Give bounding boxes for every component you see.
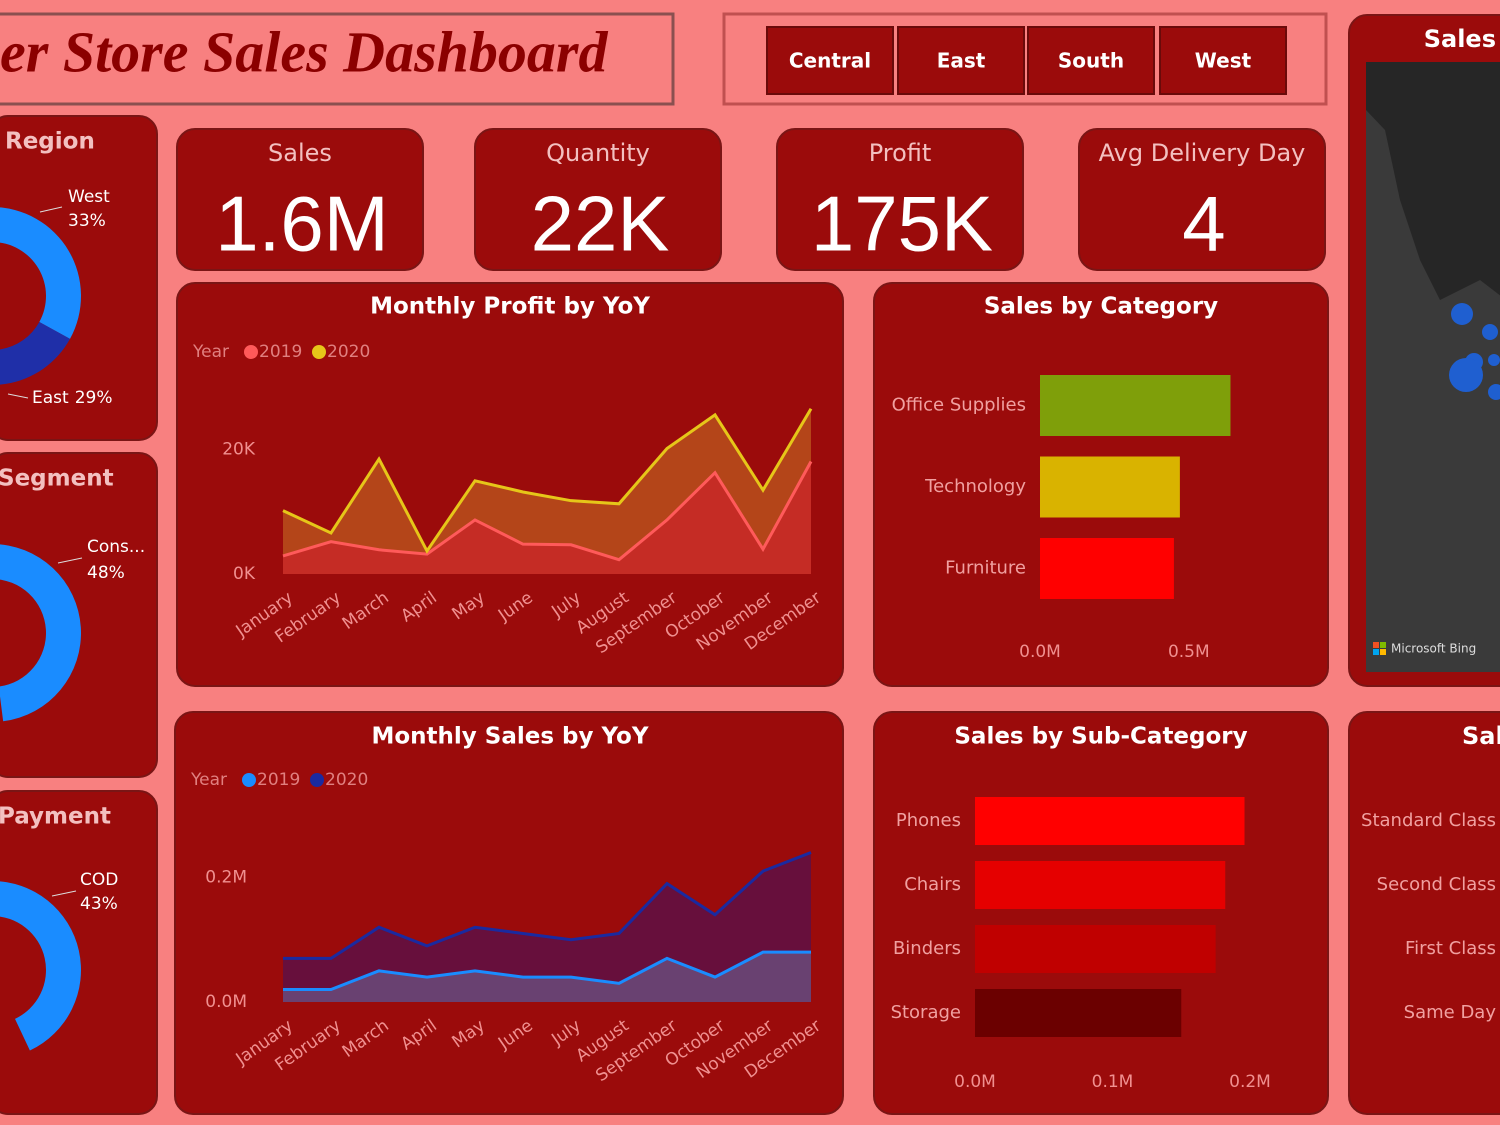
bar: [975, 989, 1182, 1037]
panel-title: Sales by Sub-Category: [954, 724, 1247, 750]
donut-slice: [0, 207, 81, 339]
map-title: Sales: [1424, 25, 1496, 53]
leader-line: [39, 206, 63, 213]
legend-marker: [244, 345, 258, 359]
y-tick-label: Second Class: [1377, 874, 1496, 895]
panel-title: Sales by Category: [984, 294, 1218, 320]
y-tick-label: Office Supplies: [892, 395, 1026, 416]
y-tick-label: Same Day: [1404, 1002, 1497, 1023]
bar: [1040, 456, 1180, 518]
y-tick-label: 0.2M: [205, 867, 247, 887]
panel-title: Payment: [0, 804, 111, 830]
y-tick-label: Chairs: [904, 874, 961, 895]
bing-logo: [1373, 642, 1386, 655]
legend-label: 2019: [259, 342, 302, 362]
slice-label: COD: [80, 870, 118, 890]
kpi-value: 4: [1182, 180, 1225, 268]
legend-label: 2020: [325, 770, 368, 790]
kpi-title: Sales: [268, 139, 332, 167]
legend-title: Year: [190, 770, 227, 790]
map-attribution: Microsoft Bing: [1391, 642, 1476, 656]
line: [282, 460, 813, 562]
kpi-title: Quantity: [546, 139, 650, 167]
y-tick-label: First Class: [1405, 938, 1496, 959]
y-tick-label: Furniture: [945, 558, 1026, 579]
subcategory-panel: [873, 711, 1329, 1115]
slicer-label[interactable]: East: [937, 49, 986, 73]
map-bubbles: [1449, 303, 1500, 400]
leader-line: [57, 557, 83, 564]
y-tick-label: 0K: [233, 564, 256, 584]
y-tick-label: Binders: [893, 938, 961, 959]
bar: [1040, 375, 1231, 436]
legend-marker: [242, 773, 256, 787]
slicer-label[interactable]: Central: [789, 49, 871, 73]
slicer-label[interactable]: South: [1058, 49, 1124, 73]
bar: [1040, 538, 1174, 599]
kpi-card: [776, 128, 1024, 271]
panel-title: Monthly Profit by YoY: [370, 294, 650, 320]
leader-line: [7, 393, 29, 399]
sales-panel: [174, 711, 844, 1115]
y-tick-label: Standard Class: [1361, 810, 1496, 831]
line: [283, 851, 812, 960]
y-tick-label: 20K: [222, 440, 256, 460]
kpi-card: [474, 128, 722, 271]
leader-line: [51, 890, 77, 897]
y-tick-label: 0.0M: [205, 992, 247, 1012]
kpi-card: [176, 128, 424, 271]
legend-marker: [312, 345, 326, 359]
shipmode-title: Sal: [1462, 722, 1500, 750]
slicer-button[interactable]: [1027, 26, 1155, 95]
x-tick-label: 0.0M: [1019, 642, 1061, 662]
slicer-button[interactable]: [897, 26, 1025, 95]
bar: [975, 925, 1216, 973]
x-tick-label: 0.5M: [1168, 642, 1210, 662]
area: [283, 461, 811, 574]
kpi-value: 22K: [531, 180, 670, 268]
shipmode-panel: [1348, 711, 1500, 1115]
legend-label: 2019: [257, 770, 300, 790]
y-tick-label: Technology: [924, 476, 1026, 497]
slice-value: 29%: [75, 388, 113, 408]
legend-label: 2020: [327, 342, 370, 362]
donut-slice: [0, 881, 82, 1051]
slice-value: 33%: [68, 211, 106, 231]
line: [282, 407, 813, 554]
kpi-value: 175K: [811, 180, 993, 268]
slice-value: 48%: [87, 563, 125, 583]
slice-value: 43%: [80, 894, 118, 914]
x-tick-label: 0.1M: [1092, 1072, 1134, 1092]
kpi-value: 1.6M: [215, 180, 388, 268]
x-tick-label: 0.2M: [1229, 1072, 1271, 1092]
panel-title: Segment: [0, 466, 114, 492]
x-tick-label: 0.0M: [954, 1072, 996, 1092]
y-tick-label: Storage: [891, 1002, 961, 1023]
profit-panel: [176, 282, 844, 687]
slicer-button[interactable]: [1159, 26, 1287, 95]
bar: [975, 797, 1245, 845]
donut-slice: [0, 322, 70, 385]
bar: [975, 861, 1226, 909]
kpi-title: Profit: [869, 139, 932, 167]
slicer-button[interactable]: [766, 26, 894, 95]
slice-label: Cons...: [87, 537, 145, 557]
title-box: [0, 12, 675, 106]
slice-label: East: [32, 388, 69, 408]
dashboard-title: er Store Sales Dashboard: [0, 19, 608, 84]
slice-label: West: [68, 187, 110, 207]
panel-title: Region: [5, 129, 95, 155]
donut-slice: [0, 544, 81, 722]
kpi-card: [1078, 128, 1326, 271]
map-land: [1366, 62, 1500, 300]
line: [283, 950, 811, 992]
legend-title: Year: [192, 342, 229, 362]
slicer-label[interactable]: West: [1195, 49, 1252, 73]
y-tick-label: Phones: [896, 810, 961, 831]
legend-marker: [310, 773, 324, 787]
kpi-title: Avg Delivery Day: [1099, 139, 1306, 167]
panel-title: Monthly Sales by YoY: [371, 724, 648, 750]
